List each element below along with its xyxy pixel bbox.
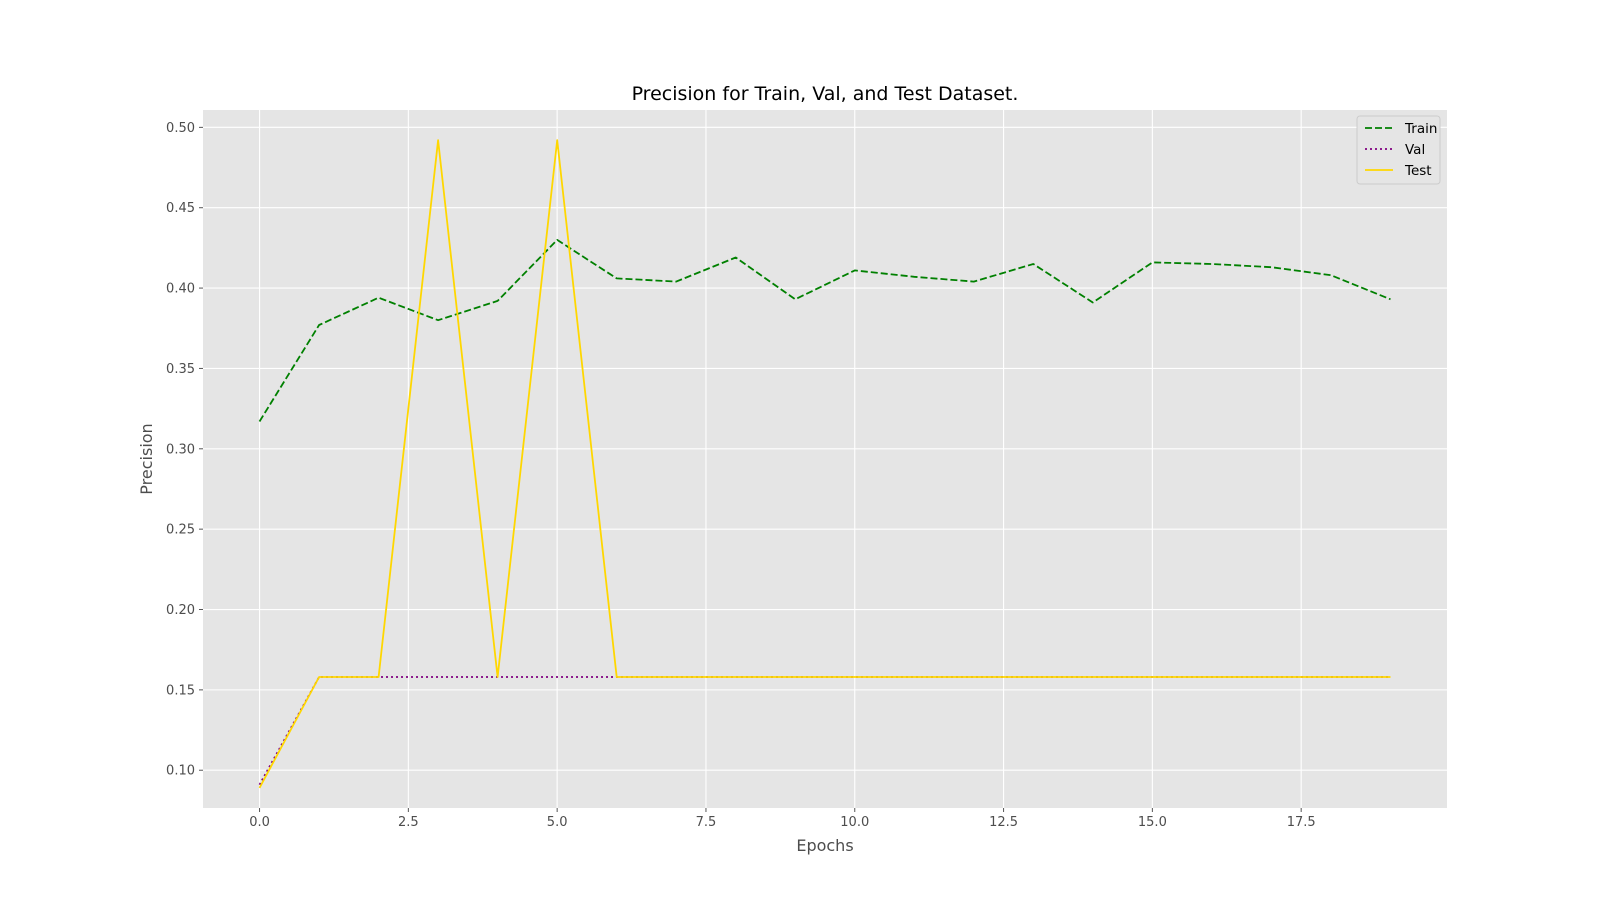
legend-label-train: Train (1404, 121, 1437, 137)
y-tick-label: 0.35 (166, 362, 195, 377)
y-tick-label: 0.45 (166, 201, 195, 216)
x-tick-label: 17.5 (1287, 815, 1316, 830)
y-tick-label: 0.20 (166, 603, 195, 618)
x-tick-label: 15.0 (1138, 815, 1167, 830)
y-axis-label: Precision (137, 423, 156, 494)
x-tick-label: 0.0 (249, 815, 270, 830)
series-lines (258, 139, 1391, 789)
legend-label-test: Test (1404, 163, 1432, 179)
chart-title: Precision for Train, Val, and Test Datas… (632, 83, 1019, 105)
axis-ticks: 0.0 2.5 5.0 7.5 10.0 12.5 15.0 17.5 0.10 0.15 0.20… (166, 121, 1316, 830)
series-line-test (258, 139, 1391, 789)
x-tick-label: 7.5 (696, 815, 717, 830)
y-tick-label: 0.30 (166, 442, 195, 457)
plot-area (203, 110, 1447, 808)
y-tick-label: 0.15 (166, 683, 195, 698)
x-axis-label: Epochs (796, 836, 853, 855)
grid-lines (203, 110, 1447, 808)
y-tick-label: 0.25 (166, 523, 195, 538)
legend-box (1356, 115, 1441, 185)
x-tick-label: 12.5 (989, 815, 1018, 830)
x-tick-label: 10.0 (840, 815, 869, 830)
series-line-train (258, 238, 1391, 422)
x-tick-label: 5.0 (547, 815, 568, 830)
y-tick-label: 0.40 (166, 282, 195, 297)
x-tick-label: 2.5 (398, 815, 419, 830)
y-tick-label: 0.10 (166, 764, 195, 779)
legend: Train Val Test (1356, 115, 1441, 185)
y-tick-label: 0.50 (166, 121, 195, 136)
legend-label-val: Val (1405, 142, 1425, 158)
